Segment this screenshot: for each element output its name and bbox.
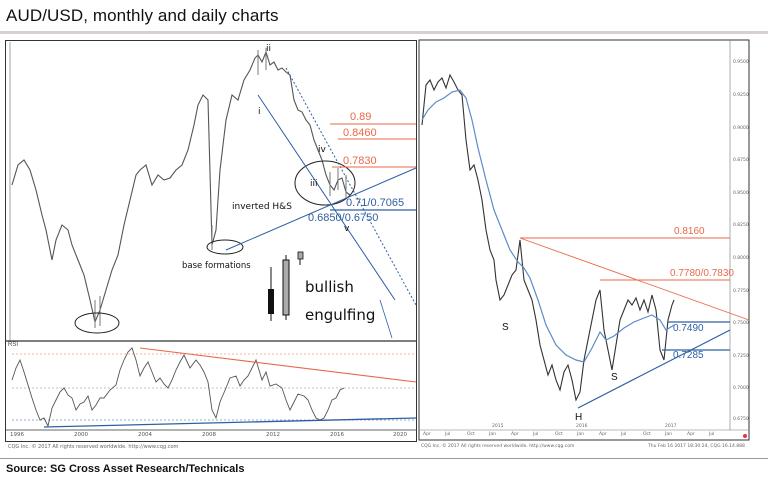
rsi-support-trend [43, 417, 417, 428]
title-divider [0, 31, 768, 34]
pattern-label-head: H [575, 412, 583, 423]
y-tick: 0.7000 [733, 386, 749, 391]
x-tick: Apr [423, 432, 431, 437]
level-label-6750: 0.6850/0.6750 [308, 212, 379, 224]
y-tick: 0.8250 [733, 223, 749, 228]
rsi-label: RSI [8, 342, 19, 348]
y-tick: 0.8000 [733, 256, 749, 261]
x-tick: 2008 [202, 432, 216, 438]
x-tick: Jan [489, 432, 496, 437]
pattern-label-right-shoulder: S [611, 372, 618, 383]
y-tick: 0.8500 [733, 191, 749, 196]
rsi-resistance-trend [139, 347, 417, 383]
x-tick: 2004 [138, 432, 152, 438]
right-y-ticks: 0.9500 0.9250 0.9000 0.8750 0.8500 0.825… [733, 60, 753, 430]
wave-label-ii: ii [266, 44, 272, 54]
x-tick: 2000 [74, 432, 88, 438]
daily-support-trend [577, 329, 731, 409]
level-label-8160: 0.8160 [674, 226, 705, 237]
daily-resistance-trend [519, 237, 750, 321]
y-tick: 0.7250 [733, 354, 749, 359]
inverted-hs-circle [294, 160, 356, 206]
y-tick: 0.7750 [733, 289, 749, 294]
year-label: 2016 [576, 424, 588, 429]
level-label-8460: 0.8460 [343, 127, 377, 139]
x-tick: Apr [687, 432, 695, 437]
right-year-labels: 2015 2016 2017 [419, 424, 729, 430]
wave-label-iii: iii [310, 179, 318, 189]
channel-upper-dashed [285, 67, 417, 306]
year-label: 2017 [665, 424, 677, 429]
x-tick: 2012 [266, 432, 280, 438]
daily-moving-average [421, 89, 675, 363]
level-label-7065: 0.71/0.7065 [346, 197, 405, 209]
x-tick: 2020 [393, 432, 407, 438]
bullish-engulfing-candles [268, 251, 304, 321]
left-x-ticks: 1996 2000 2004 2008 2012 2016 2020 [10, 432, 415, 440]
x-tick: 1996 [10, 432, 24, 438]
monthly-price-series [11, 50, 351, 324]
x-tick: Jan [665, 432, 672, 437]
source-divider [0, 458, 768, 459]
x-tick: Oct [555, 432, 563, 437]
y-tick: 0.9000 [733, 126, 749, 131]
bullish-label: bullish [305, 278, 354, 296]
base-circle-1998 [74, 312, 120, 334]
x-tick: Jul [445, 432, 451, 437]
level-label-7490: 0.7490 [673, 323, 704, 334]
wave-label-i: i [258, 107, 261, 117]
projection-line [379, 299, 393, 339]
pattern-label-left-shoulder: S [502, 322, 509, 333]
live-indicator-icon [743, 434, 747, 438]
y-tick: 0.7500 [733, 321, 749, 326]
x-tick: Apr [599, 432, 607, 437]
engulfing-label: engulfing [305, 306, 376, 324]
x-tick: Apr [511, 432, 519, 437]
neckline-support [225, 167, 417, 251]
monthly-chart-panel [5, 40, 417, 442]
base-circle-2008 [206, 239, 244, 255]
level-label-7285: 0.7285 [673, 350, 704, 361]
rsi-series [11, 347, 345, 428]
x-tick: 2016 [330, 432, 344, 438]
right-x-ticks: Apr Jul Oct Jan Apr Jul Oct Jan Apr Jul … [423, 432, 733, 440]
monthly-bars [94, 48, 347, 328]
y-tick: 0.8750 [733, 158, 749, 163]
right-timestamp: Thu Feb 16 2017 18:30:24, CQG 16.14.888 [648, 444, 745, 449]
x-tick: Oct [467, 432, 475, 437]
page-title: AUD/USD, monthly and daily charts [6, 6, 279, 25]
x-tick: Jul [709, 432, 715, 437]
wave-label-iv: iv [318, 145, 326, 155]
left-copyright: CQG Inc. © 2017 All rights reserved worl… [8, 444, 179, 450]
y-tick: 0.9500 [733, 60, 749, 65]
inverted-hs-label: inverted H&S [232, 202, 292, 212]
source-caption: Source: SG Cross Asset Research/Technica… [6, 463, 245, 475]
x-tick: Oct [643, 432, 651, 437]
channel-lower [257, 94, 396, 301]
daily-price-series [421, 73, 675, 402]
daily-chart-panel [418, 39, 750, 441]
level-label-89: 0.89 [350, 111, 372, 123]
year-label: 2015 [492, 424, 504, 429]
base-formations-label: base formations [182, 261, 251, 271]
y-tick: 0.9250 [733, 93, 749, 98]
wave-label-v: v [344, 224, 350, 234]
x-tick: Jul [533, 432, 539, 437]
level-label-7830: 0.7830 [343, 155, 377, 167]
right-copyright: CQG Inc. © 2017 All rights reserved worl… [421, 444, 575, 449]
y-tick: 0.6750 [733, 417, 749, 422]
level-label-7780: 0.7780/0.7830 [670, 268, 734, 279]
x-tick: Jul [621, 432, 627, 437]
x-tick: Jan [577, 432, 584, 437]
